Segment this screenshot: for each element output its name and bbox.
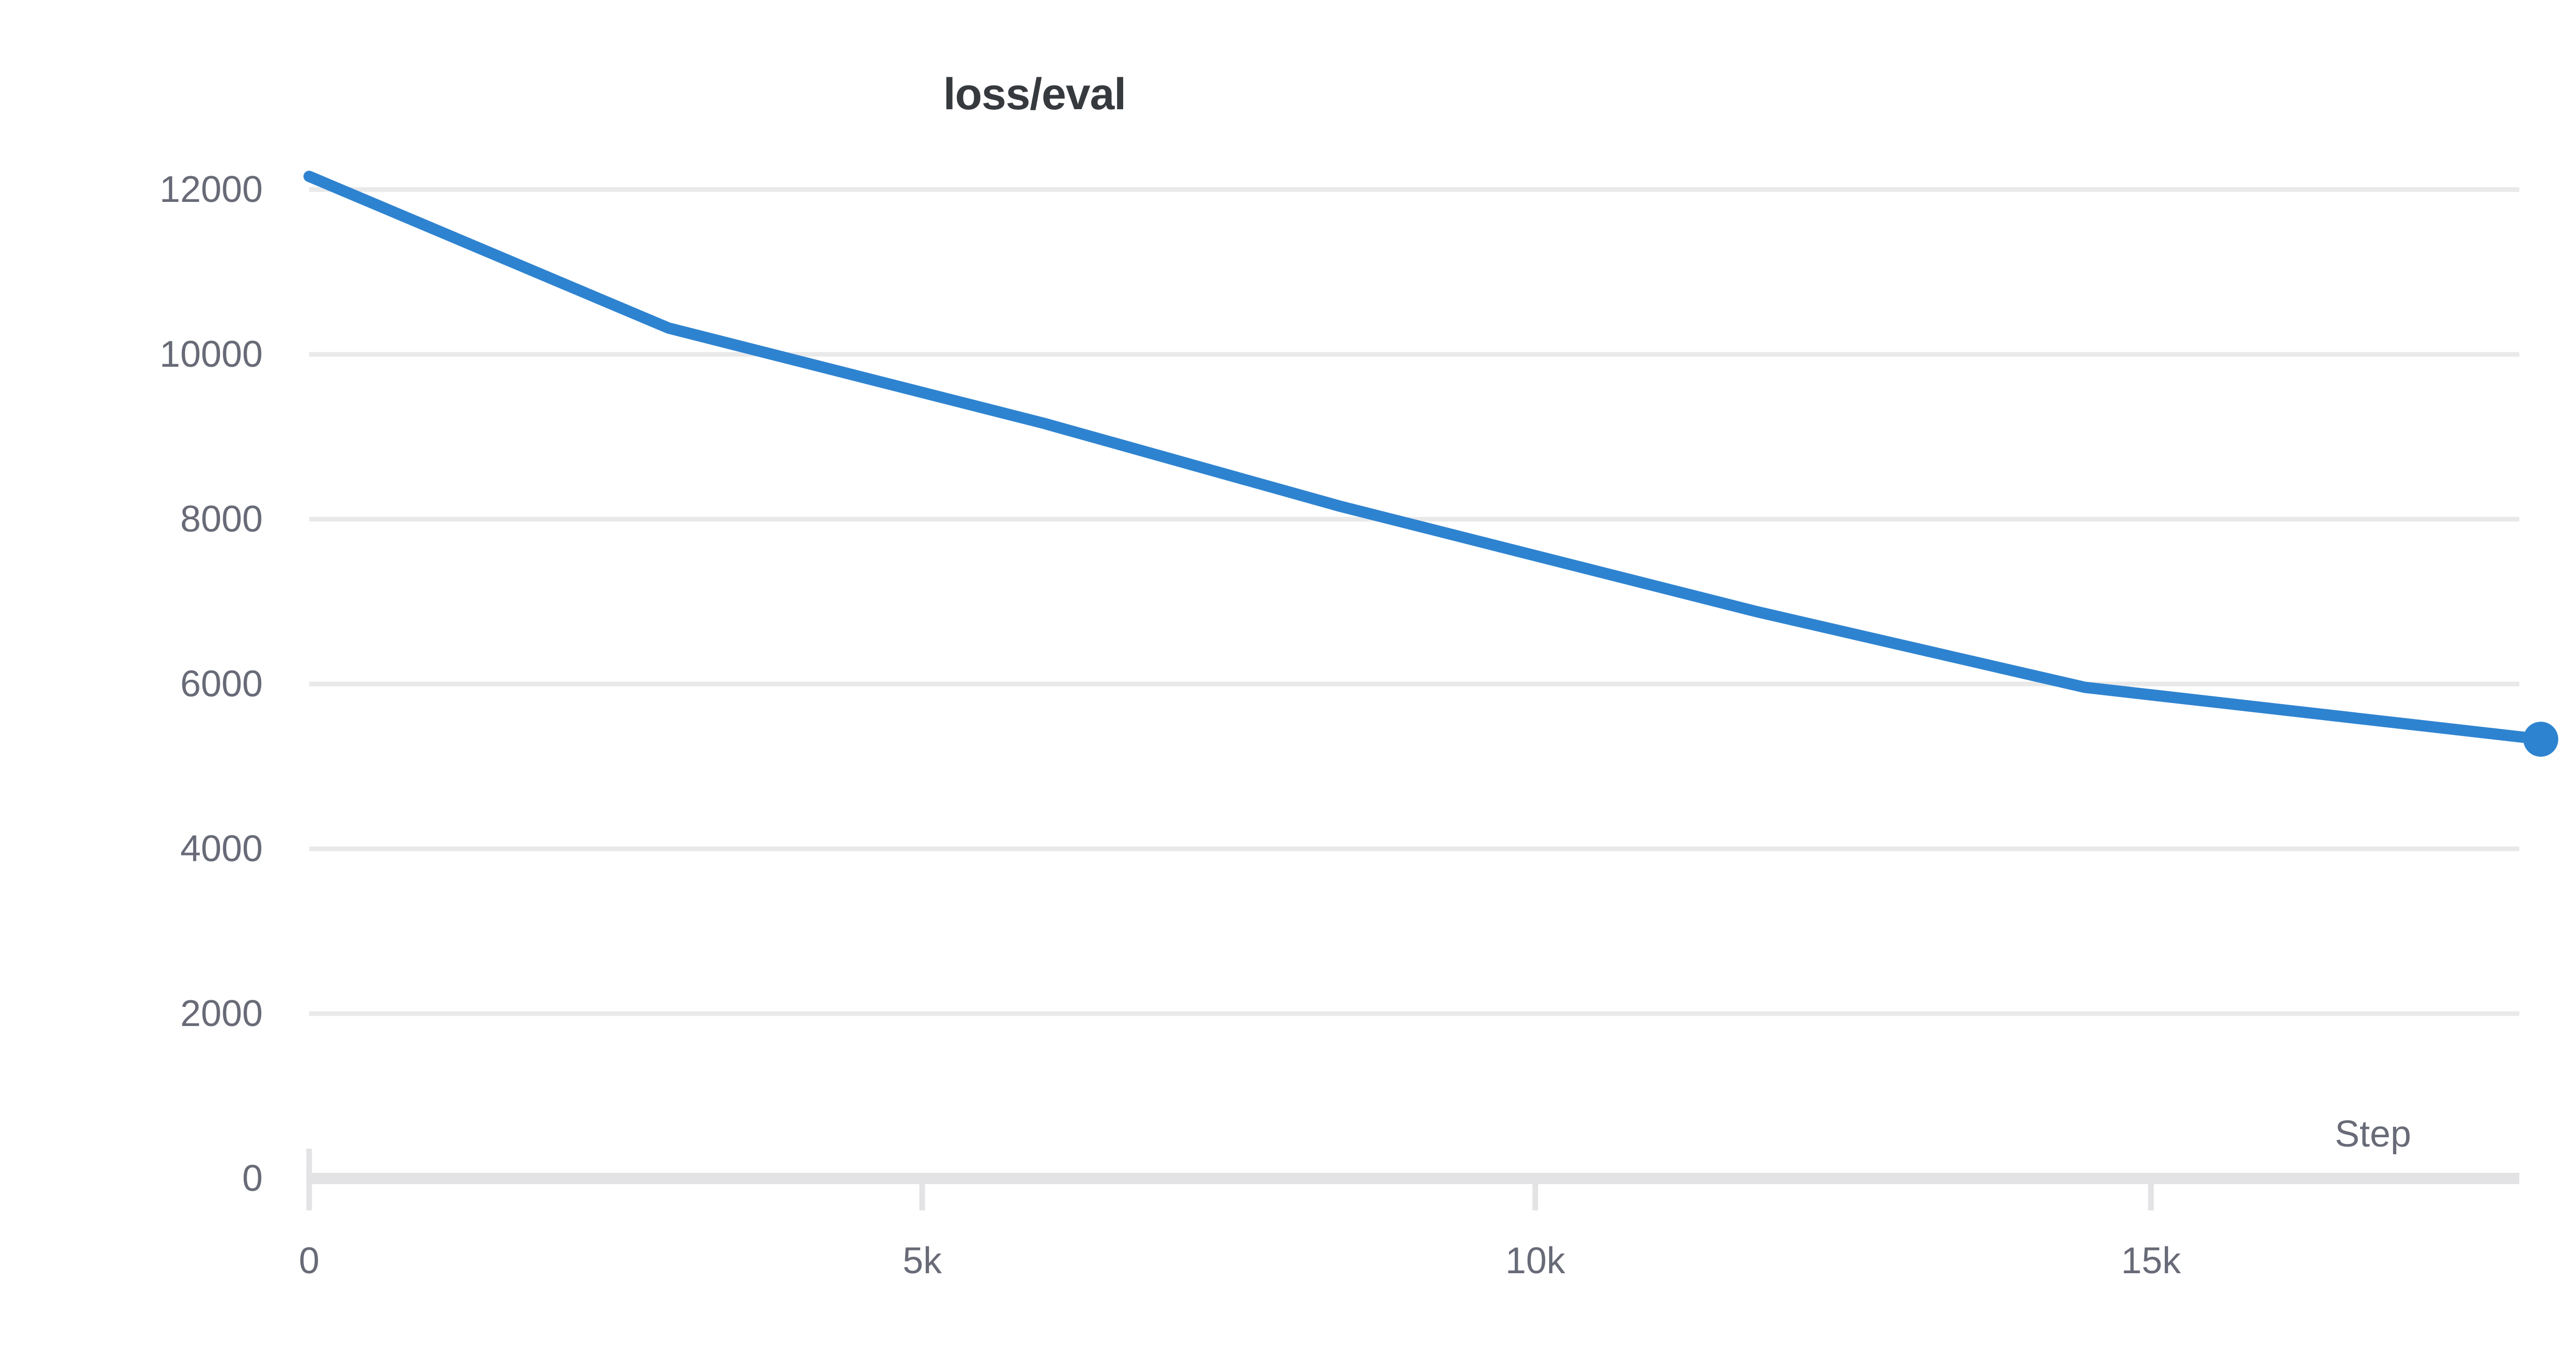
chart-title: loss/eval (943, 70, 1126, 119)
y-tick-label-10000: 10000 (159, 334, 263, 375)
x-tick-label-15k: 15k (2121, 1240, 2181, 1281)
y-tick-label-12000: 12000 (159, 169, 263, 210)
y-tick-label-2000: 2000 (180, 993, 263, 1034)
x-axis-title: Step (2334, 1114, 2411, 1155)
y-tick-label-8000: 8000 (180, 499, 263, 540)
gridlines (309, 187, 2519, 1016)
x-tick-label-0: 0 (298, 1240, 320, 1281)
x-tick-label-10k: 10k (1505, 1240, 1566, 1281)
series-line-loss-eval (303, 170, 2547, 745)
y-tick-label-4000: 4000 (180, 828, 263, 869)
y-tick-label-6000: 6000 (180, 663, 263, 705)
last-point-marker (2523, 722, 2558, 757)
x-tick-label-5k: 5k (902, 1240, 942, 1281)
y-tick-label-0: 0 (242, 1158, 263, 1199)
x-axis (306, 1149, 2519, 1210)
